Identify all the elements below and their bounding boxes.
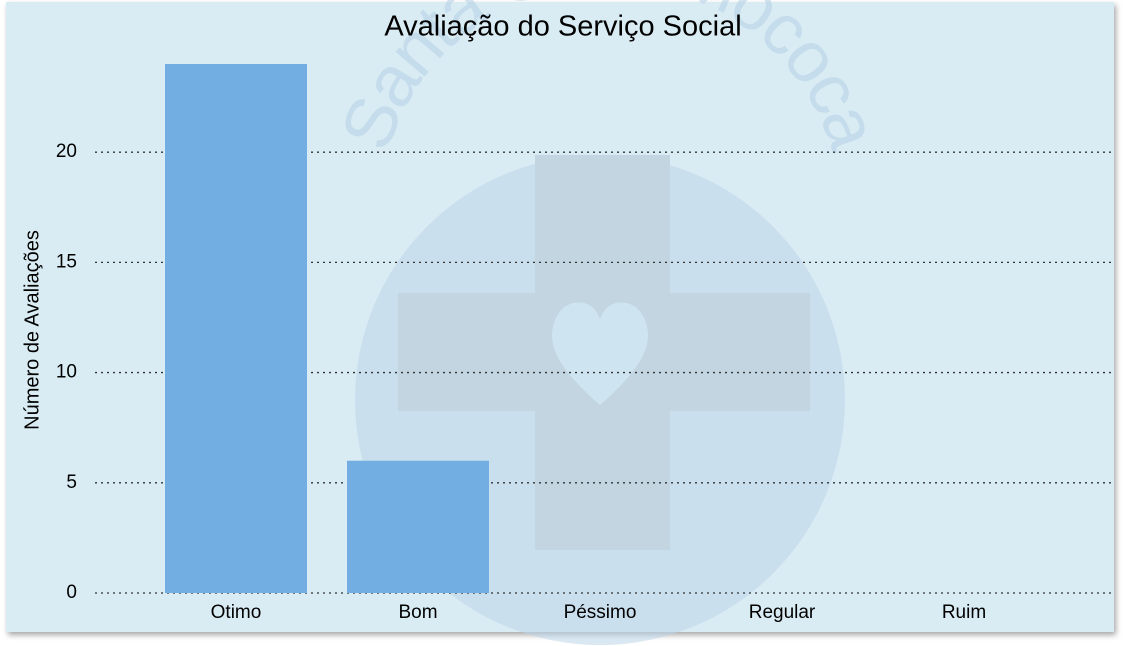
x-tick-label: Regular: [749, 602, 816, 623]
y-tick-label: 0: [66, 582, 77, 603]
bar: [165, 64, 307, 593]
y-tick-label: 15: [56, 251, 77, 272]
y-tick-label: 5: [66, 472, 77, 493]
y-tick-label: 20: [56, 141, 77, 162]
chart-title: Avaliação do Serviço Social: [384, 11, 741, 43]
y-axis-label: Número de Avaliações: [21, 230, 43, 430]
bar: [347, 460, 489, 593]
x-tick-label: Péssimo: [564, 602, 637, 623]
x-tick-label: Bom: [398, 602, 437, 623]
x-tick-label: Ruim: [942, 602, 986, 623]
y-tick-label: 10: [56, 362, 77, 383]
x-tick-label: Otimo: [211, 602, 262, 623]
